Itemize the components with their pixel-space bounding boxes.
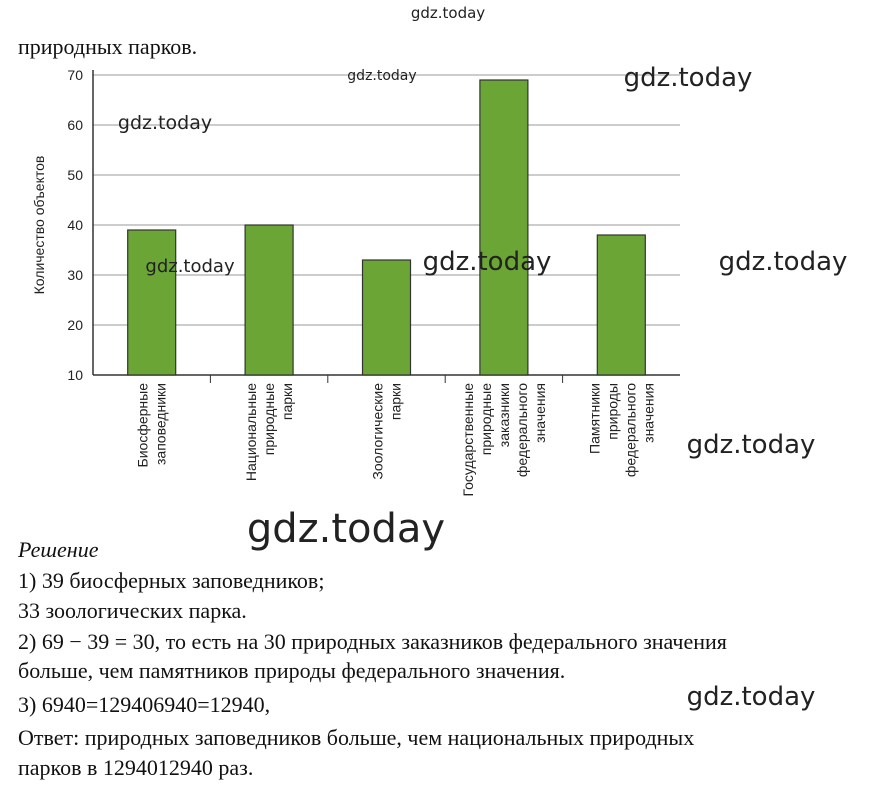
x-tick-label: заказники (496, 383, 512, 447)
bar (596, 234, 646, 376)
bar (361, 259, 412, 376)
watermark: gdz.today (719, 247, 848, 277)
y-tick-label: 30 (67, 267, 83, 283)
y-tick-label: 60 (67, 117, 83, 133)
x-tick-label: природные (478, 383, 494, 455)
x-tick-label: Памятники (586, 383, 602, 454)
x-tick-label: природные (261, 383, 277, 455)
x-tick-label: парки (388, 383, 404, 420)
x-tick-label: федерального (622, 383, 638, 477)
y-axis-label: Количество объектов (31, 156, 47, 295)
bar (127, 229, 177, 376)
header-text: природных парков. (18, 34, 197, 59)
solution-line: парков в 1294012940 раз. (18, 755, 253, 780)
watermark: gdz.today (687, 682, 816, 712)
x-tick-label: Национальные (243, 383, 259, 481)
x-tick-label: природы (604, 383, 620, 440)
y-tick-label: 20 (67, 317, 83, 333)
watermark: gdz.today (624, 63, 753, 93)
watermark: gdz.today (247, 506, 445, 552)
x-tick-label: значения (532, 383, 548, 443)
x-tick-label: Биосферные (135, 383, 151, 468)
y-tick-label: 10 (67, 367, 83, 383)
solution-line: 2) 69 − 39 = 30, то есть на 30 природных… (18, 629, 727, 654)
solution-line: 33 зоологических парка. (18, 598, 247, 623)
watermark: gdz.today (118, 112, 212, 134)
x-tick-label: Государственные (460, 383, 476, 497)
x-tick-label: федерального (514, 383, 530, 477)
solution-line: Ответ: природных заповедников больше, че… (18, 725, 694, 750)
y-tick-label: 50 (67, 167, 83, 183)
y-tick-label: 70 (67, 67, 83, 83)
watermark: gdz.today (687, 430, 816, 460)
x-tick-label: заповедники (153, 383, 169, 465)
watermark: gdz.today (145, 256, 235, 277)
watermark: gdz.today (411, 4, 485, 22)
x-tick-label: значения (640, 383, 656, 443)
x-tick-label: Зоологические (370, 383, 386, 480)
x-tick-label: парки (279, 383, 295, 420)
solution-line: 3) 6940=129406940=12940, (18, 692, 270, 717)
y-tick-label: 40 (67, 217, 83, 233)
watermark: gdz.today (347, 68, 416, 84)
solution-line: больше, чем памятников природы федеральн… (18, 658, 565, 683)
solution-heading: Решение (17, 537, 99, 562)
bar (244, 224, 294, 376)
watermark: gdz.today (423, 247, 552, 277)
bar (479, 79, 529, 376)
solution-line: 1) 39 биосферных заповедников; (18, 568, 324, 593)
